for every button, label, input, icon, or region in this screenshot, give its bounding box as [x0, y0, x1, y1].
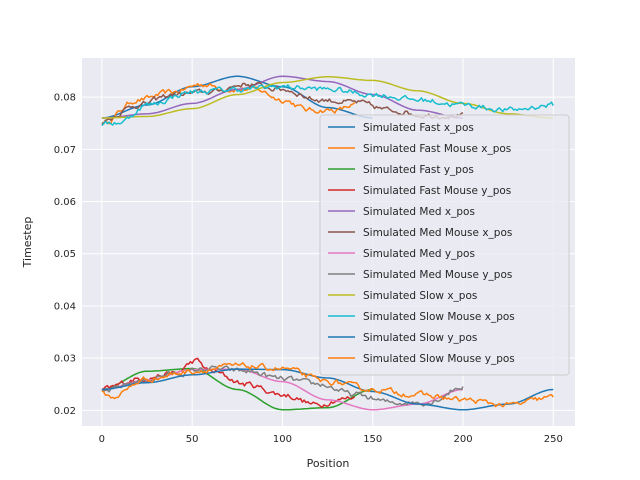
- series-line-5: [101, 75, 464, 119]
- legend: Simulated Fast x_pos Simulated Fast Mouse…: [319, 114, 570, 376]
- legend-entry: Simulated Slow Mouse x_pos: [363, 311, 515, 323]
- legend-box: [319, 114, 570, 376]
- y-axis-ticks: 0.02 0.03 0.04 0.05 0.06 0.07 0.08: [54, 93, 76, 417]
- x-tick-label: 200: [453, 434, 472, 445]
- x-axis-ticks: 0 50 100 150 200 250: [99, 434, 563, 445]
- legend-entry: Simulated Med y_pos: [363, 248, 475, 260]
- series-line-4: [101, 357, 356, 409]
- x-tick-label: 50: [186, 434, 199, 445]
- legend-entry: Simulated Slow Mouse y_pos: [363, 353, 515, 365]
- y-tick-label: 0.07: [54, 145, 76, 156]
- series-line-2: [101, 82, 356, 126]
- legend-entry: Simulated Slow x_pos: [363, 290, 477, 302]
- legend-entry: Simulated Fast Mouse x_pos: [363, 143, 511, 155]
- series-line-8: [101, 365, 464, 407]
- y-tick-label: 0.02: [54, 406, 76, 417]
- legend-entry: Simulated Med Mouse y_pos: [363, 269, 512, 281]
- y-axis-label: Timestep: [21, 217, 34, 269]
- x-tick-label: 250: [544, 434, 563, 445]
- series-line-11: [101, 368, 554, 411]
- y-tick-label: 0.06: [54, 197, 76, 208]
- series-line-1: [101, 75, 373, 119]
- y-tick-label: 0.03: [54, 354, 76, 365]
- y-tick-label: 0.04: [54, 301, 76, 312]
- x-axis-label: Position: [307, 457, 350, 470]
- series-line-12: [101, 362, 554, 408]
- legend-entry: Simulated Med x_pos: [363, 206, 475, 218]
- x-tick-label: 0: [99, 434, 105, 445]
- series-line-10: [101, 84, 554, 127]
- legend-entry: Simulated Fast x_pos: [363, 122, 474, 134]
- x-tick-label: 100: [273, 434, 292, 445]
- legend-entry: Simulated Slow y_pos: [363, 332, 477, 344]
- y-tick-label: 0.05: [54, 249, 76, 260]
- legend-entry: Simulated Med Mouse x_pos: [363, 227, 512, 239]
- y-tick-label: 0.08: [54, 93, 76, 104]
- series-line-3: [101, 367, 373, 411]
- legend-entry: Simulated Fast Mouse y_pos: [363, 185, 511, 197]
- x-tick-label: 150: [363, 434, 382, 445]
- legend-entry: Simulated Fast y_pos: [363, 164, 474, 176]
